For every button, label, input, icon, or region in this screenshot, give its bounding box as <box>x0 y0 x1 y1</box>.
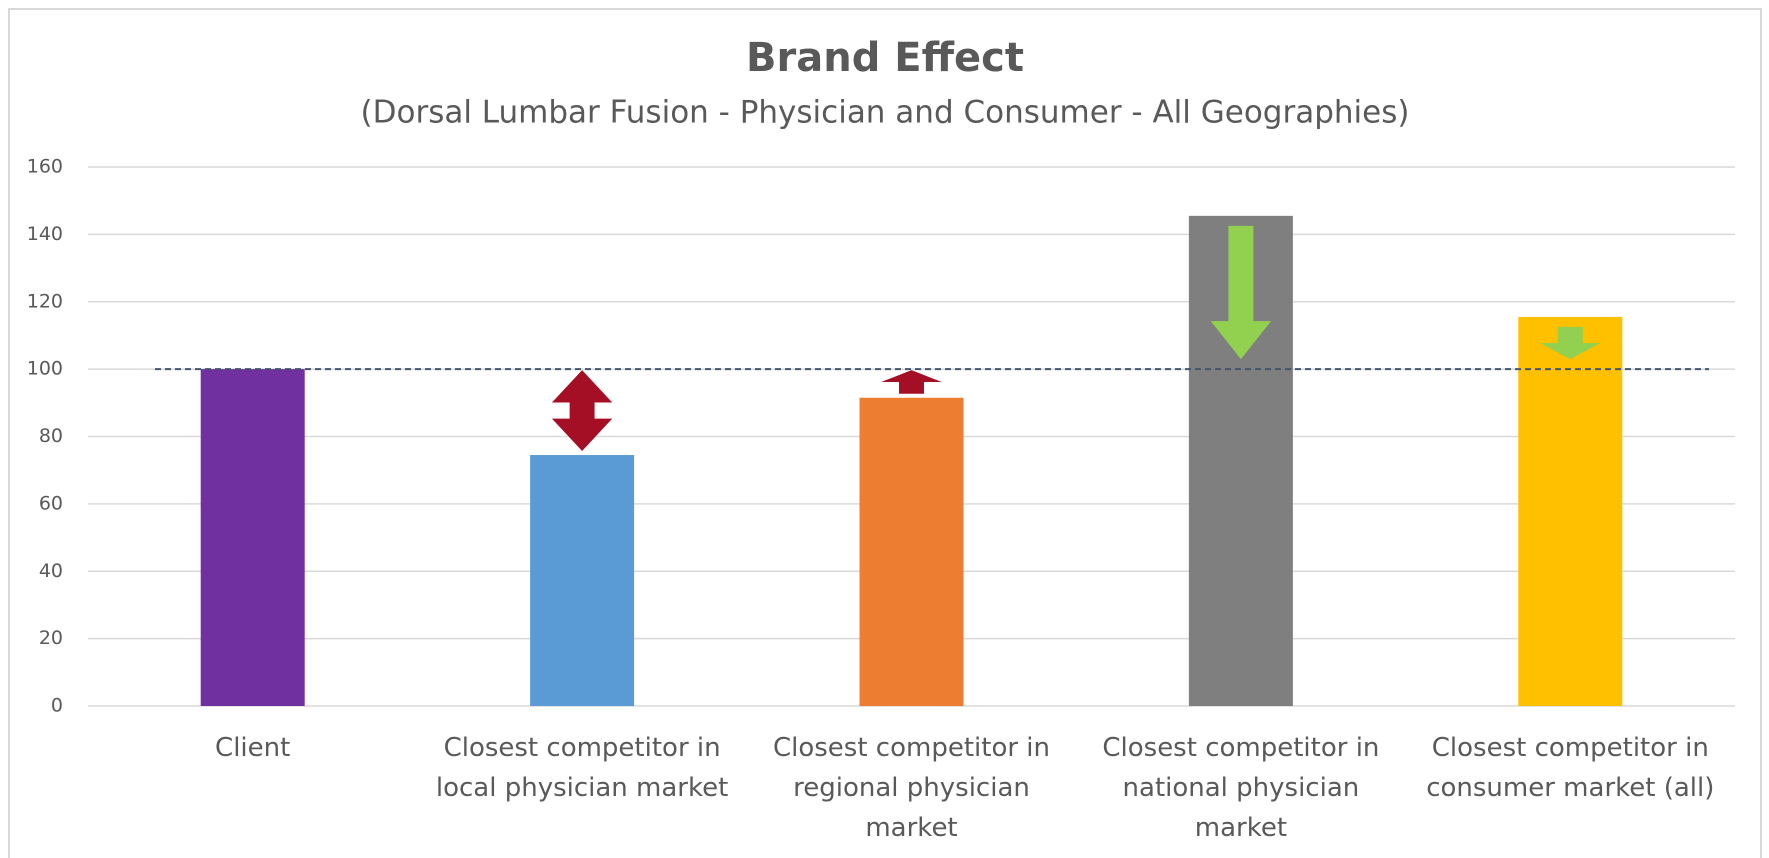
arrow <box>881 370 942 394</box>
arrow <box>1210 225 1272 360</box>
y-tick-label: 40 <box>39 560 63 582</box>
y-tick-label: 120 <box>27 290 63 312</box>
x-tick-label: Closest competitor in consumer market (a… <box>1426 733 1715 803</box>
chart-border <box>8 8 1762 858</box>
chart-title: Brand Effect <box>746 35 1024 81</box>
y-tick-label: 100 <box>27 358 63 380</box>
y-tick-label: 20 <box>39 627 63 649</box>
chart-subtitle: (Dorsal Lumbar Fusion - Physician and Co… <box>361 95 1410 131</box>
arrow <box>1540 326 1601 360</box>
y-tick-label: 140 <box>27 223 63 245</box>
y-tick-label: 80 <box>39 425 63 447</box>
bar <box>859 397 964 706</box>
x-tick-label: Closest competitor in regional physician… <box>772 733 1051 843</box>
bar <box>200 369 305 706</box>
x-tick-label: Closest competitor in national physician… <box>1102 733 1380 843</box>
y-tick-label: 0 <box>51 695 63 717</box>
y-tick-label: 160 <box>27 156 63 178</box>
x-tick-label: Client <box>215 733 291 763</box>
arrow <box>551 370 613 452</box>
x-tick-label: Closest competitor in local physician ma… <box>435 733 729 803</box>
y-tick-label: 60 <box>39 492 63 514</box>
bar <box>530 455 635 706</box>
bar <box>1518 316 1623 706</box>
